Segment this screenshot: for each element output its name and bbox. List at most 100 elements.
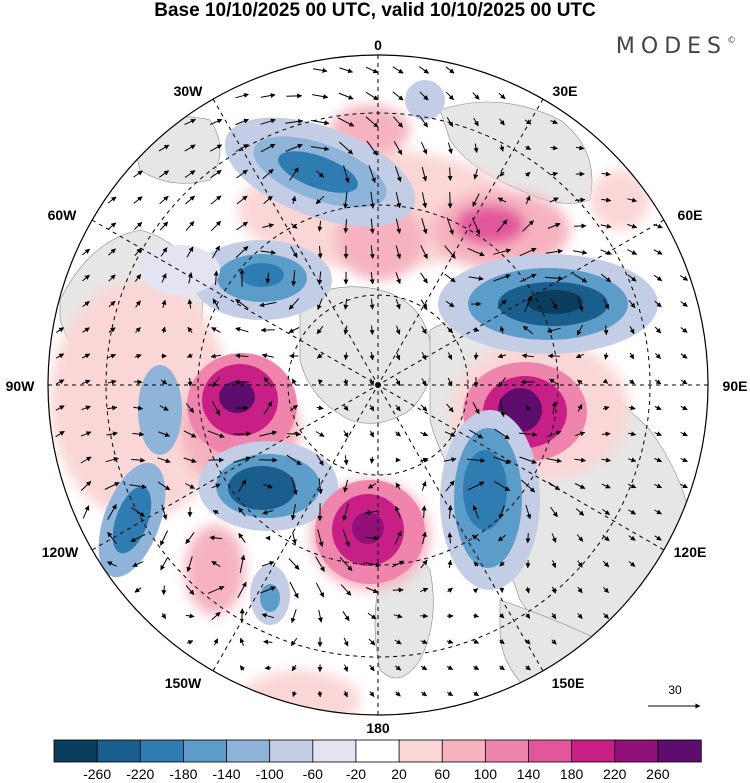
wind-vector [185, 584, 195, 596]
wind-vector [186, 556, 193, 573]
wind-vector [549, 197, 559, 203]
colorbar-tick-label: -220 [126, 766, 154, 782]
wind-vector [232, 431, 252, 437]
wind-vector [291, 477, 298, 496]
wind-vector [525, 405, 531, 411]
magenta-anomaly-canada [187, 353, 297, 457]
wind-vector [288, 327, 300, 333]
wind-vector [551, 401, 557, 415]
colorbar-swatch [53, 739, 98, 763]
wind-vector [235, 144, 249, 152]
wind-vector [572, 273, 588, 283]
wind-vector [238, 507, 246, 517]
colorbar-swatch [139, 739, 185, 763]
wind-vector [602, 298, 610, 310]
wind-vector [262, 223, 275, 229]
wind-vector [654, 405, 662, 410]
wind-vector [210, 195, 222, 205]
wind-vector [444, 245, 456, 259]
wind-vector [235, 353, 249, 359]
reference-vector-label: 30 [668, 683, 682, 697]
wind-vector [239, 554, 246, 573]
wind-vector [160, 379, 168, 385]
wind-vector [369, 352, 375, 361]
wind-vector [654, 535, 662, 541]
wind-vector [546, 458, 562, 464]
brand-logo: MODES© [616, 34, 736, 59]
wind-vector [602, 534, 610, 542]
wind-vector [317, 529, 324, 547]
wind-vector [82, 327, 90, 333]
wind-vector [369, 378, 375, 386]
wind-vector [287, 431, 302, 437]
wind-vector [187, 326, 193, 334]
wind-vector [577, 379, 583, 385]
wind-vector [395, 482, 401, 490]
wind-vector [395, 691, 401, 697]
colorbar-tick-label: -20 [346, 766, 366, 782]
blue-anomaly-gulf [98, 365, 182, 578]
wind-vector [291, 378, 297, 386]
wind-vector [369, 272, 375, 285]
wind-vector [628, 509, 637, 515]
wind-vector [161, 504, 168, 520]
wind-vector [311, 146, 330, 152]
wind-vector [81, 379, 91, 385]
wind-vector [574, 457, 586, 463]
wind-vector [394, 665, 402, 671]
lon-label-120e: 120E [674, 544, 707, 560]
wind-vector [420, 431, 429, 437]
wind-vector [213, 270, 219, 285]
wind-vector [654, 509, 662, 515]
wind-vector [238, 532, 246, 543]
wind-vector [262, 509, 274, 515]
colorbar-swatch [355, 739, 400, 763]
wind-vector [395, 505, 401, 518]
wind-vector [525, 533, 531, 544]
wind-vector [316, 454, 324, 466]
wind-vector [368, 165, 376, 183]
wind-vector [82, 301, 90, 307]
wind-vector [317, 220, 323, 232]
wind-vector [107, 531, 117, 545]
wind-vector [185, 532, 195, 544]
wind-vector [343, 405, 349, 411]
wind-vector [259, 301, 277, 308]
wind-vector [207, 430, 225, 438]
wind-vector [343, 430, 349, 438]
wind-vector [365, 116, 379, 128]
wind-vector [629, 352, 635, 360]
wind-vector [550, 506, 558, 518]
wind-vector [369, 664, 375, 672]
wind-vector [365, 535, 380, 541]
wind-vector [421, 218, 428, 235]
wind-vector [186, 246, 194, 258]
wind-vector [551, 586, 557, 594]
wind-vector [473, 168, 479, 180]
wind-vector [339, 557, 353, 571]
wind-vector [56, 327, 65, 333]
wind-vector [312, 94, 329, 100]
colorbar-tick-label: -140 [213, 766, 241, 782]
wind-vector [160, 247, 168, 257]
wind-vector [55, 353, 65, 359]
wind-vector [499, 561, 505, 567]
lon-label-0: 0 [374, 37, 382, 53]
wind-vector [654, 379, 662, 385]
wind-vector [317, 609, 323, 623]
wind-vector [551, 613, 557, 620]
wind-vector [395, 431, 401, 437]
wind-vector [576, 324, 584, 336]
wind-vector [629, 326, 635, 335]
wind-vector [525, 586, 531, 594]
wind-vector [316, 170, 324, 178]
blue-anomaly-east-pacific [440, 410, 540, 590]
wind-vector [628, 299, 636, 309]
wind-vector [106, 561, 117, 567]
wind-vector [421, 325, 427, 335]
wind-vector [211, 400, 221, 416]
colorbar-tick-label: 180 [560, 766, 584, 782]
wind-vector [419, 66, 430, 74]
wind-vector [81, 248, 91, 256]
wind-vector [343, 352, 349, 361]
